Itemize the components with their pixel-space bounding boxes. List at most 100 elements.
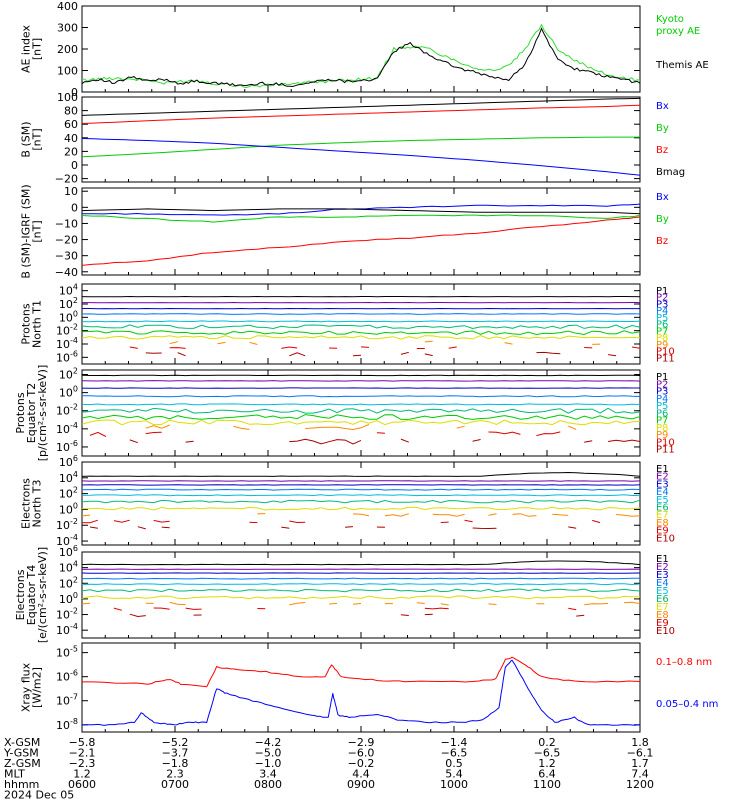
legend-entry: P5 (656, 401, 668, 412)
footer-value: 4.4 (352, 768, 370, 781)
legend-entry: Bx (656, 192, 669, 203)
panel-b_igrf: −40 −30 −20 −10 0 10 B (SM)-IGRF (SM)[nT] Bx By B… (20, 184, 669, 278)
channel-line (130, 614, 640, 616)
legend-entry: 0.05–0.4 nm (656, 699, 718, 710)
y-tick-label: 10-4 (56, 533, 78, 548)
series-line (81, 659, 641, 726)
channel-line (81, 407, 641, 414)
y-tick-label: 100 (59, 385, 78, 400)
y-tick-label: 100 (59, 309, 78, 324)
y-axis-label: Equator T4 (25, 565, 38, 625)
channel-line (81, 595, 641, 600)
y-tick-label: 10-4 (56, 622, 78, 637)
y-tick-label: 80 (64, 105, 78, 118)
channel-line (81, 513, 641, 517)
legend-entry: E9 (656, 526, 669, 537)
legend-entry: P6 (656, 408, 668, 419)
y-tick-label: 100 (59, 501, 78, 516)
y-tick-label: 0 (71, 86, 78, 99)
footer-value: −2.3 (69, 757, 96, 770)
footer-date: 2024 Dec 05 (4, 789, 74, 800)
footer-value: −0.2 (348, 757, 375, 770)
channel-line (113, 607, 577, 611)
footer-value: −2.9 (348, 736, 375, 749)
footer-value: −5.0 (255, 747, 282, 760)
panel-xray: 10-5 10-6 10-7 10-8 Xray flux[W/m2] 0.1–0.8 n… (20, 642, 718, 733)
y-axis-label: [nT] (31, 38, 44, 60)
y-axis-label: Protons (20, 303, 33, 344)
channel-line (81, 506, 641, 511)
legend-entry: E9 (656, 618, 669, 629)
footer-value: 1.7 (631, 757, 649, 770)
channel-line (81, 320, 641, 323)
footer-ephemeris: X-GSM −5.8 −5.2 −4.2 −2.9 −1.4 0.2 1.8 Y-GSM −2.1… (3, 736, 654, 800)
footer-row-label: Z-GSM (4, 757, 41, 770)
channel-line (82, 520, 640, 523)
channel-line (170, 341, 640, 344)
footer-value: −2.1 (69, 747, 96, 760)
footer-value: −1.8 (162, 757, 189, 770)
y-axis-label: Electrons (20, 478, 33, 529)
y-tick-label: 10-2 (56, 323, 78, 338)
legend-entry: E5 (656, 586, 669, 597)
channel-line (90, 432, 640, 437)
footer-value: 0.5 (445, 757, 463, 770)
legend-entry: P11 (656, 445, 675, 456)
legend-entry: E8 (656, 518, 669, 529)
y-axis-label: [W/m2] (31, 667, 44, 708)
series-line (81, 97, 641, 116)
legend-entry: P10 (656, 437, 675, 448)
y-tick-label: −30 (55, 250, 78, 263)
channel-line (81, 601, 641, 606)
y-axis-label: [e/(cm²-s-sr-keV)] (36, 547, 49, 643)
y-tick-label: 102 (59, 486, 78, 501)
y-tick-label: 40 (64, 132, 78, 145)
panel-frame (81, 96, 641, 183)
legend-entry: E2 (656, 472, 669, 483)
y-tick-label: 10 (64, 185, 78, 198)
legend-entry: P7 (656, 326, 668, 337)
channel-line (81, 583, 641, 586)
y-axis-label: [nT] (31, 220, 44, 242)
channel-line (129, 438, 641, 445)
legend-entry: 0.1–0.8 nm (656, 657, 712, 668)
footer-value: 1200 (626, 778, 654, 791)
series-line (81, 203, 641, 216)
footer-value: 0800 (254, 778, 282, 791)
legend-entry: P11 (656, 353, 675, 364)
legend-entry: P8 (656, 423, 668, 434)
footer-value: 1000 (440, 778, 468, 791)
footer-value: −3.7 (162, 747, 189, 760)
footer-value: 0.2 (538, 736, 556, 749)
y-tick-label: 10-8 (56, 717, 78, 732)
footer-value: 6.4 (538, 768, 556, 781)
panel-frame (81, 369, 641, 457)
footer-value: 1100 (533, 778, 561, 791)
y-tick-label: 102 (59, 367, 78, 382)
legend-entry: P7 (656, 416, 668, 427)
series-line (81, 104, 641, 124)
y-tick-label: 102 (59, 296, 78, 311)
footer-value: −6.5 (534, 747, 561, 760)
y-tick-label: 100 (57, 91, 78, 104)
y-tick-label: −10 (55, 217, 78, 230)
y-tick-label: 106 (59, 544, 78, 559)
series-line (81, 136, 640, 158)
footer-row-label: MLT (4, 768, 25, 781)
legend-entry: E3 (656, 570, 669, 581)
y-axis-label: [p/(cm²-s-sr-keV)] (36, 365, 49, 462)
y-axis-label: Equator T2 (25, 383, 38, 443)
y-tick-label: 10-2 (56, 403, 78, 418)
y-tick-label: 10-6 (56, 439, 78, 454)
channel-line (81, 419, 641, 426)
y-tick-label: 300 (57, 22, 78, 35)
legend-entry: Kyoto (656, 14, 684, 25)
y-tick-label: 102 (59, 575, 78, 590)
y-tick-label: 106 (59, 454, 78, 469)
channel-line (81, 494, 641, 497)
legend-entry: P2 (656, 379, 668, 390)
